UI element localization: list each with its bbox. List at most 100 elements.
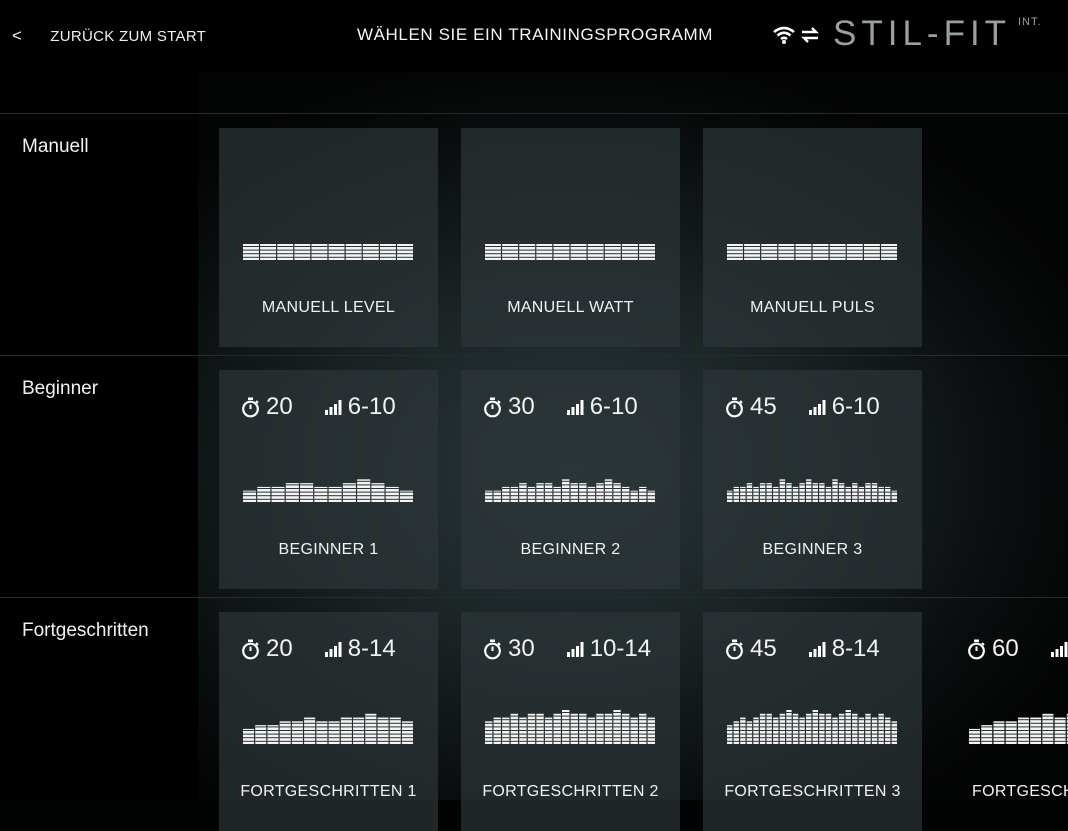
header-bar: < ZURÜCK ZUM START WÄHLEN SIE EIN TRAINI…	[0, 0, 1068, 72]
program-profile-chart	[243, 244, 413, 260]
profile-bar	[340, 717, 352, 744]
divider	[0, 597, 1068, 598]
program-name: FORTGESCHRITTEN 2	[482, 783, 659, 800]
program-card-fortgeschritten-1[interactable]: 20 8-14 FORTGESCHRITTEN 1	[219, 612, 438, 831]
program-card-fortgeschritten-2[interactable]: 30 10-14 FORTGESCHRITTEN 2	[461, 612, 680, 831]
profile-bar	[761, 244, 778, 260]
profile-bar	[285, 483, 299, 502]
profile-bar	[845, 710, 851, 744]
program-profile-chart	[243, 713, 413, 744]
program-profile-chart	[727, 244, 897, 260]
back-to-start-button[interactable]: < ZURÜCK ZUM START	[12, 25, 206, 47]
profile-bar	[639, 244, 655, 260]
profile-bar	[570, 483, 578, 502]
profile-bar	[829, 244, 846, 260]
profile-bar	[727, 244, 743, 260]
program-stats: 20 8-14	[241, 634, 396, 664]
profile-bar	[604, 244, 621, 260]
program-level: 6-10	[589, 393, 638, 420]
sync-icon[interactable]	[800, 26, 820, 44]
profile-bar	[544, 717, 553, 744]
program-name: BEGINNER 1	[278, 541, 379, 558]
profile-bar	[1005, 721, 1017, 744]
profile-bar	[740, 717, 746, 744]
program-card-fortgeschritten-4[interactable]: 60 FORTGESCH	[945, 612, 1068, 831]
profile-bar	[587, 244, 604, 260]
profile-bar	[243, 728, 255, 744]
back-to-start-label: ZURÜCK ZUM START	[50, 27, 207, 45]
profile-bar	[759, 713, 766, 744]
profile-bar	[845, 486, 851, 502]
section-label-manuell: Manuell	[22, 136, 89, 157]
page-title: WÄHLEN SIE EIN TRAININGSPROGRAMM	[356, 25, 714, 44]
program-level: 8-14	[347, 635, 396, 662]
profile-bar	[832, 479, 838, 502]
profile-bar	[819, 713, 825, 744]
profile-bar	[806, 479, 812, 502]
profile-bar	[377, 717, 389, 744]
profile-bar	[806, 713, 812, 744]
program-name: FORTGESCHRITTEN 1	[240, 783, 417, 800]
profile-bar	[1066, 713, 1068, 744]
program-name: MANUELL WATT	[507, 299, 634, 316]
program-card-beginner-2[interactable]: 30 6-10 BEGINNER 2	[461, 370, 680, 589]
program-duration: 20	[266, 393, 293, 420]
stopwatch-icon	[968, 639, 985, 659]
profile-bar	[570, 713, 578, 744]
profile-bar	[746, 721, 753, 744]
program-card-beginner-3[interactable]: 45 6-10 BEGINNER 3	[703, 370, 922, 589]
profile-bar	[878, 713, 884, 744]
level-bars-icon	[324, 399, 342, 415]
profile-bar	[267, 725, 279, 744]
profile-bar	[328, 244, 345, 260]
profile-bar	[371, 483, 385, 502]
chevron-left-icon: <	[12, 26, 23, 45]
profile-bar	[502, 244, 519, 260]
divider	[0, 355, 1068, 356]
program-stats: 30 6-10	[483, 392, 638, 422]
program-level: 10-14	[589, 635, 652, 662]
stopwatch-icon	[484, 397, 501, 417]
profile-bar	[746, 483, 753, 502]
profile-bar	[852, 483, 858, 502]
program-name: FORTGESCHRITTEN 3	[724, 783, 901, 800]
profile-bar	[353, 717, 365, 744]
profile-bar	[792, 486, 799, 502]
profile-bar	[485, 244, 501, 260]
profile-bar	[630, 490, 638, 502]
profile-bar	[878, 486, 884, 502]
program-card-beginner-1[interactable]: 20 6-10 BEGINNER 1	[219, 370, 438, 589]
program-card-manuell-level[interactable]: MANUELL LEVEL	[219, 128, 438, 347]
profile-bar	[527, 486, 536, 502]
profile-bar	[786, 483, 792, 502]
section-label-column	[0, 0, 198, 800]
profile-bar	[562, 479, 570, 502]
program-level: 6-10	[831, 393, 880, 420]
program-stats: 30 10-14	[483, 634, 651, 664]
program-duration: 30	[508, 635, 535, 662]
profile-bar	[1017, 717, 1029, 744]
profile-bar	[825, 486, 832, 502]
profile-bar	[311, 244, 328, 260]
profile-bar	[342, 483, 356, 502]
stopwatch-icon	[484, 639, 501, 659]
level-bars-icon	[1050, 641, 1068, 657]
profile-bar	[779, 713, 786, 744]
profile-bar	[328, 486, 342, 502]
profile-bar	[795, 244, 812, 260]
program-card-manuell-watt[interactable]: MANUELL WATT	[461, 128, 680, 347]
stopwatch-icon	[726, 397, 743, 417]
profile-bar	[881, 244, 897, 260]
profile-bar	[773, 486, 779, 502]
program-duration: 30	[508, 393, 535, 420]
profile-bar	[502, 717, 510, 744]
profile-bar	[596, 483, 604, 502]
program-card-fortgeschritten-3[interactable]: 45 8-14 FORTGESCHRITTEN 3	[703, 612, 922, 831]
profile-bar	[579, 713, 587, 744]
program-duration: 45	[750, 635, 777, 662]
profile-bar	[733, 721, 739, 744]
stopwatch-icon	[726, 639, 743, 659]
program-card-manuell-puls[interactable]: MANUELL PULS	[703, 128, 922, 347]
wifi-icon[interactable]	[773, 25, 795, 45]
profile-bar	[401, 721, 413, 744]
